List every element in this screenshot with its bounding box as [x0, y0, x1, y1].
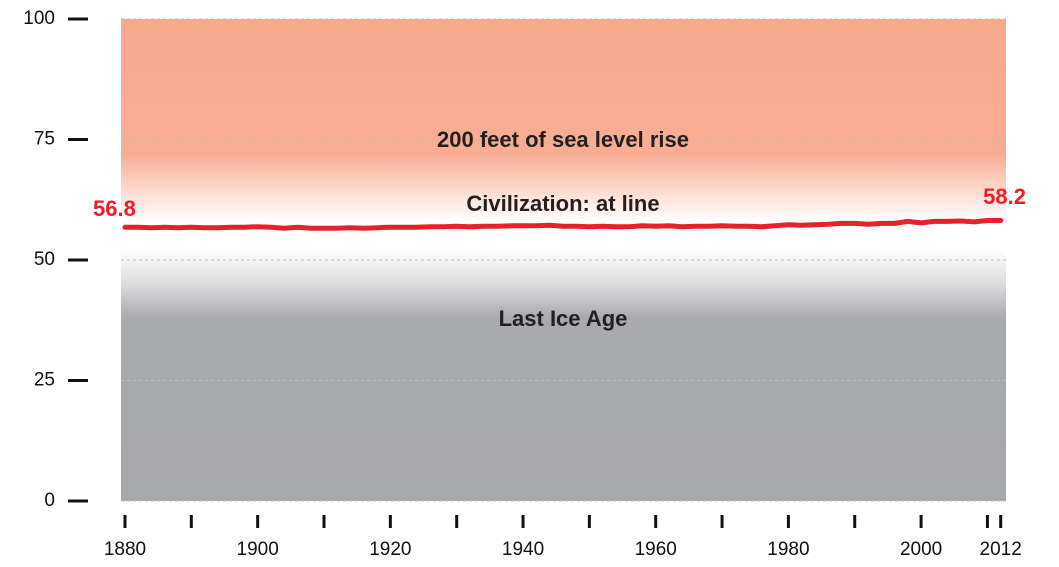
- y-tick-label: 75: [34, 129, 55, 150]
- background-bands: [121, 19, 1006, 501]
- x-tick-label: 1960: [635, 539, 677, 560]
- y-tick-label: 25: [34, 370, 55, 391]
- y-tick-label: 50: [34, 249, 55, 270]
- annotation: Last Ice Age: [499, 306, 628, 331]
- y-tick-label: 100: [23, 8, 55, 29]
- x-tick-label: 1920: [369, 539, 411, 560]
- x-tick-label: 1880: [104, 539, 146, 560]
- x-tick-label: 1980: [767, 539, 809, 560]
- line: [122, 218, 1004, 231]
- annotation: Civilization: at line: [466, 191, 659, 216]
- annotation: 200 feet of sea level rise: [437, 127, 689, 152]
- x-tick-label: 1900: [237, 539, 279, 560]
- x-tick-label: 2012: [980, 539, 1022, 560]
- x-tick-label: 1940: [502, 539, 544, 560]
- data-label: 56.8: [93, 196, 136, 221]
- x-tick-label: 2000: [900, 539, 942, 560]
- data-label: 58.2: [983, 184, 1026, 209]
- y-tick-label: 0: [44, 490, 55, 511]
